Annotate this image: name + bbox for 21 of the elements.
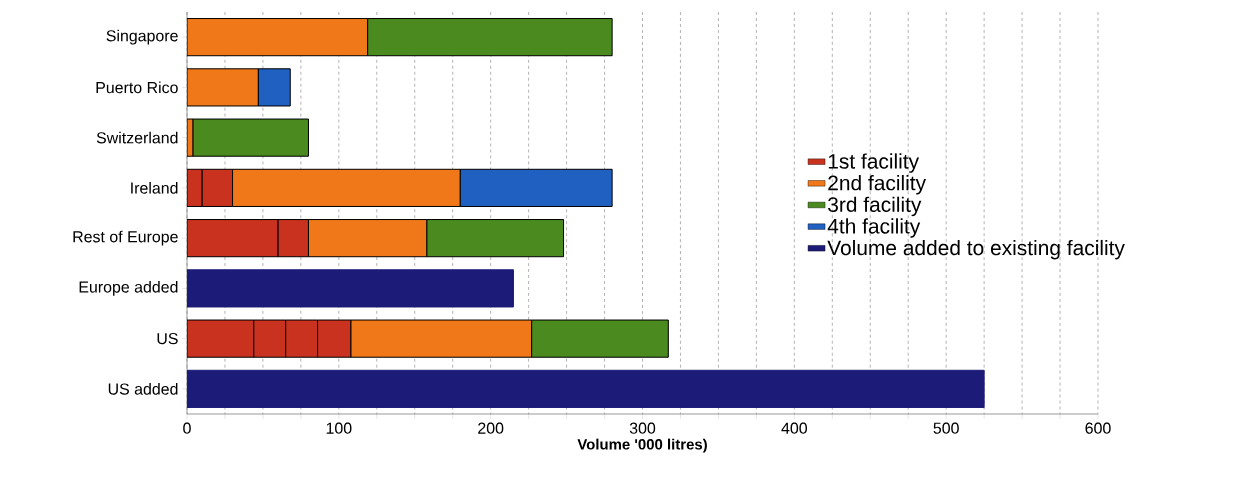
- legend-label: 1st facility: [828, 153, 920, 173]
- y-tick-label: Europe added: [79, 280, 178, 296]
- x-tick-label: 0: [183, 422, 191, 434]
- y-tick-label: US added: [108, 383, 178, 395]
- x-tick-label: 300: [629, 422, 656, 434]
- x-axis-title: Volume '000 litres): [577, 438, 707, 453]
- legend-label: 4th facility: [827, 218, 921, 238]
- y-tick-label: Switzerland: [96, 131, 178, 144]
- legend-label: 2nd facility: [828, 175, 927, 195]
- x-tick-label: 200: [478, 422, 504, 434]
- y-tick-label: Rest of Europe: [73, 230, 178, 246]
- x-tick-label: 500: [933, 422, 959, 434]
- y-tick-label: Puerto Rico: [96, 81, 178, 94]
- legend-label: Volume added to existing facility: [827, 239, 1125, 260]
- y-tick-label: Ireland: [131, 182, 178, 194]
- legend-label: 3rd facility: [828, 196, 922, 217]
- y-tick-label: US: [157, 332, 178, 345]
- y-tick-label: Singapore: [106, 29, 178, 45]
- x-tick-label: 600: [1085, 422, 1111, 434]
- x-tick-label: 100: [326, 422, 352, 434]
- x-tick-label: 400: [781, 422, 807, 434]
